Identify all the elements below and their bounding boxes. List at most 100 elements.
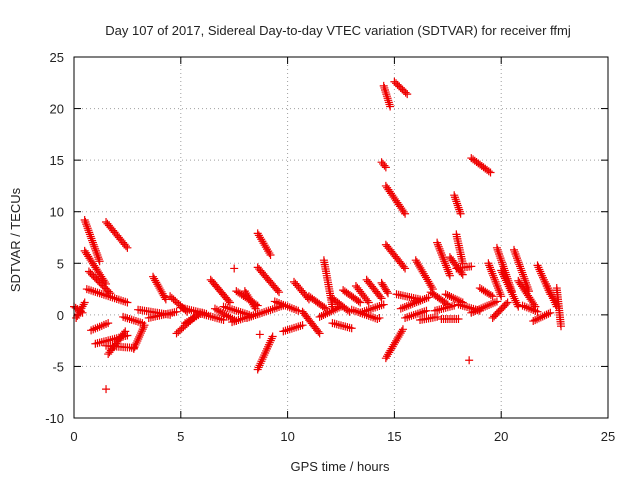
data-point: [450, 191, 459, 200]
data-point: [123, 314, 132, 323]
data-point: [134, 335, 143, 344]
data-point: [530, 300, 539, 309]
data-point: [383, 94, 392, 103]
data-point: [255, 361, 264, 370]
data-point: [91, 287, 100, 296]
data-point: [81, 218, 90, 227]
data-point: [381, 163, 390, 172]
data-point: [283, 325, 292, 334]
data-point: [440, 257, 449, 266]
data-point: [495, 250, 504, 259]
data-point: [140, 321, 149, 330]
data-point: [477, 304, 486, 313]
data-point: [487, 300, 496, 309]
data-point: [443, 291, 452, 300]
data-point: [460, 302, 469, 311]
data-point: [443, 265, 452, 274]
y-tick-label: 0: [57, 308, 64, 323]
data-point: [411, 310, 420, 319]
data-point: [503, 298, 512, 307]
data-point: [121, 327, 130, 336]
data-point: [488, 292, 497, 301]
data-point: [264, 340, 273, 349]
data-point: [455, 207, 464, 216]
data-point: [535, 265, 544, 274]
data-point: [139, 323, 148, 332]
data-point: [379, 300, 388, 309]
data-point: [416, 308, 425, 317]
data-point: [255, 330, 264, 339]
data-point: [254, 363, 263, 372]
data-point: [116, 296, 125, 305]
data-point: [496, 290, 505, 299]
data-point: [136, 331, 145, 340]
data-point: [88, 238, 97, 247]
data-point: [488, 269, 497, 278]
y-tick-label: 5: [57, 256, 64, 271]
data-point: [275, 288, 284, 297]
data-point: [364, 298, 373, 307]
data-point: [125, 314, 134, 323]
data-point: [537, 269, 546, 278]
data-point: [266, 251, 275, 260]
data-point: [463, 303, 472, 312]
data-point: [108, 293, 117, 302]
data-point: [138, 325, 147, 334]
data-point: [406, 300, 415, 309]
data-point: [399, 262, 408, 271]
data-point: [104, 319, 113, 328]
data-point: [298, 321, 307, 330]
data-point: [454, 203, 463, 212]
data-point: [519, 272, 528, 281]
data-point: [455, 205, 464, 214]
data-point: [493, 245, 502, 254]
data-point: [405, 312, 414, 321]
data-point: [544, 286, 553, 295]
data-point: [102, 385, 111, 394]
data-point: [380, 161, 389, 170]
data-point: [210, 313, 219, 322]
data-point: [270, 304, 279, 313]
data-point: [503, 280, 512, 289]
data-point: [469, 307, 478, 316]
data-point: [382, 92, 391, 101]
data-point: [534, 314, 543, 323]
data-point: [539, 273, 548, 282]
data-point: [495, 252, 504, 261]
data-point: [224, 296, 233, 305]
y-tick-label: -5: [52, 359, 64, 374]
data-point: [119, 297, 128, 306]
data-point: [290, 323, 299, 332]
data-point: [160, 293, 169, 302]
data-point: [467, 262, 476, 271]
data-point: [498, 260, 507, 269]
data-point: [83, 224, 92, 233]
data-point: [457, 268, 466, 277]
data-point: [281, 326, 290, 335]
data-point: [515, 260, 524, 269]
data-point: [88, 236, 97, 245]
data-point: [486, 291, 495, 300]
data-point: [540, 277, 549, 286]
data-point: [433, 240, 442, 249]
data-point: [400, 303, 409, 312]
data-point: [467, 308, 476, 317]
data-point: [249, 311, 258, 320]
data-point: [497, 266, 506, 275]
data-point: [533, 261, 542, 270]
data-point: [119, 329, 128, 338]
axis-ticks: [73, 56, 609, 419]
data-point: [94, 255, 103, 264]
data-point: [510, 294, 519, 303]
data-point: [97, 290, 106, 299]
data-point: [497, 292, 506, 301]
data-point: [266, 336, 275, 345]
data-point: [325, 308, 334, 317]
data-point: [489, 273, 498, 282]
data-point: [376, 292, 385, 301]
data-point: [132, 338, 141, 347]
data-point: [253, 365, 262, 374]
data-point: [511, 296, 520, 305]
data-point: [230, 306, 239, 315]
x-axis-label: GPS time / hours: [291, 459, 390, 474]
